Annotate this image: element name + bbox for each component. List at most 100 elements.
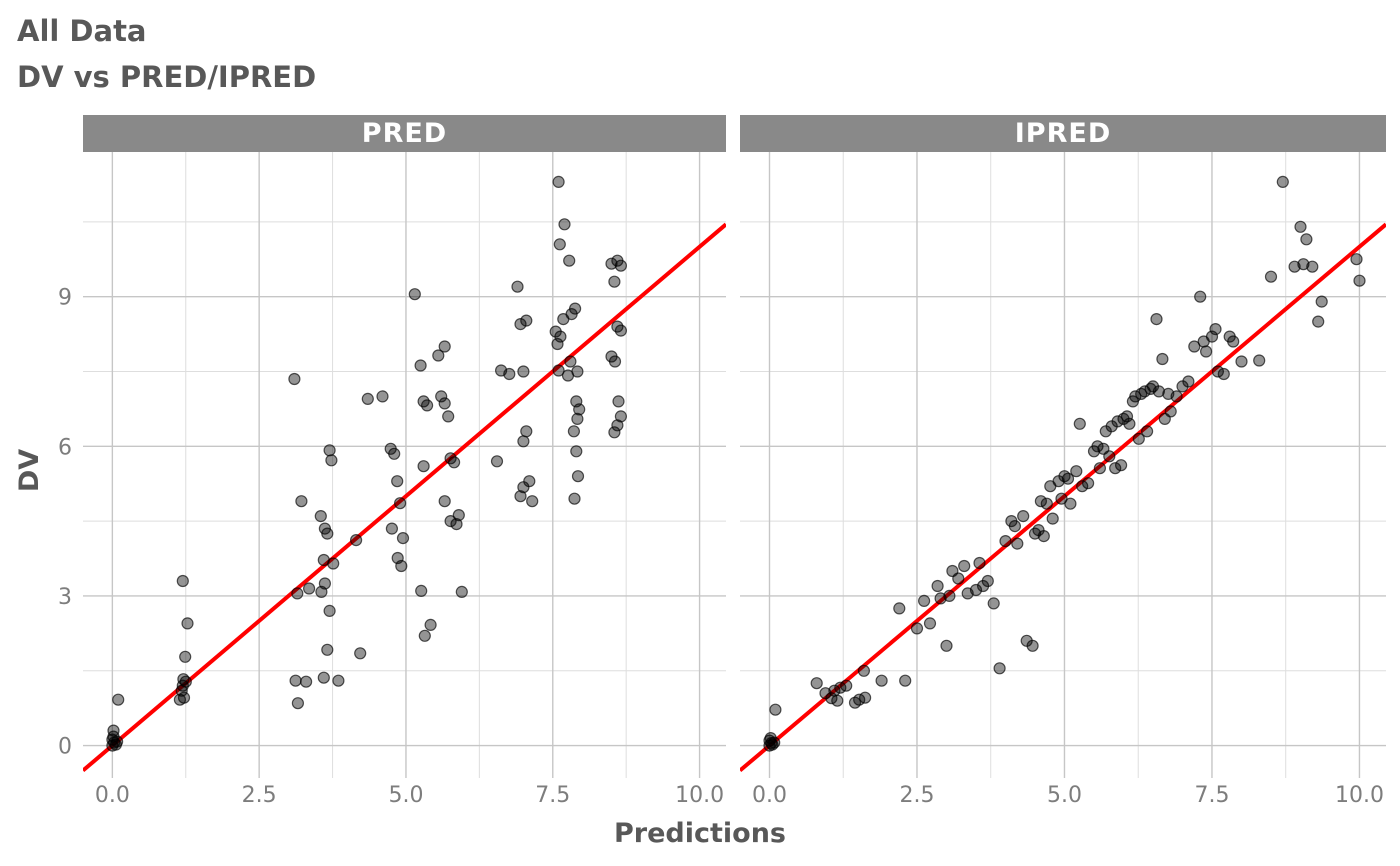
data-point <box>323 444 336 457</box>
data-point <box>561 369 575 382</box>
data-point <box>300 675 313 688</box>
data-point <box>424 618 437 632</box>
data-point <box>611 419 624 432</box>
data-point <box>614 324 628 337</box>
data-point <box>181 617 194 630</box>
data-point <box>395 559 408 573</box>
data-point <box>1026 639 1039 652</box>
data-point <box>289 674 302 687</box>
data-point <box>1064 497 1077 510</box>
data-point <box>1294 220 1307 233</box>
data-point <box>388 447 401 460</box>
data-point <box>1093 462 1107 475</box>
data-point <box>444 514 457 528</box>
data-point <box>526 495 539 508</box>
data-point <box>571 470 585 483</box>
data-point <box>517 435 530 448</box>
facet-strip-ipred: IPRED <box>740 115 1386 152</box>
data-point <box>857 664 871 677</box>
data-point <box>552 364 565 377</box>
data-point <box>435 390 448 403</box>
data-point <box>571 412 584 425</box>
data-point <box>332 674 345 687</box>
data-point <box>958 559 971 573</box>
data-point <box>1209 323 1222 336</box>
data-point <box>314 509 327 523</box>
data-point <box>1076 480 1089 493</box>
data-point <box>295 495 308 508</box>
y-tick-label: 9 <box>58 286 72 311</box>
data-point <box>520 425 533 438</box>
data-point <box>1103 450 1116 463</box>
data-point <box>564 355 577 368</box>
data-point <box>1008 519 1022 533</box>
data-point <box>1011 537 1024 550</box>
data-point <box>315 585 328 599</box>
data-point <box>1217 367 1230 381</box>
data-point <box>1297 258 1310 271</box>
data-point <box>1199 345 1213 358</box>
data-point <box>448 456 461 469</box>
data-point <box>1120 410 1134 423</box>
data-point <box>810 677 823 690</box>
data-point <box>417 460 430 473</box>
data-point <box>1211 365 1225 378</box>
data-point <box>769 703 782 716</box>
data-point <box>1188 340 1201 353</box>
data-point <box>325 454 338 467</box>
data-point <box>931 579 944 593</box>
data-point <box>1164 405 1177 418</box>
data-point <box>952 572 965 585</box>
data-point <box>923 617 937 630</box>
data-point <box>553 238 566 251</box>
data-point <box>514 318 527 331</box>
data-point <box>1132 432 1145 445</box>
data-point <box>999 534 1012 548</box>
data-point <box>563 254 576 267</box>
data-point <box>517 365 530 378</box>
data-point <box>514 490 527 503</box>
x-tick-label: 10.0 <box>675 783 724 808</box>
data-point <box>614 410 628 423</box>
data-point <box>1253 354 1266 367</box>
data-point <box>1037 529 1050 543</box>
data-point <box>899 674 912 687</box>
data-point <box>452 508 465 522</box>
facet-strip-label: PRED <box>361 118 448 149</box>
plot-title: All Data <box>17 14 147 48</box>
data-point <box>1034 495 1048 508</box>
data-point <box>394 497 407 510</box>
data-point <box>558 218 571 231</box>
data-point <box>1170 390 1183 403</box>
data-point <box>858 691 872 704</box>
data-point <box>350 533 363 547</box>
data-point <box>438 340 451 353</box>
y-tick-label: 3 <box>58 585 72 610</box>
data-point <box>176 574 189 588</box>
data-point <box>414 359 427 372</box>
data-point <box>177 691 191 704</box>
data-point <box>1156 352 1169 366</box>
data-point <box>1046 512 1059 525</box>
data-point <box>1111 415 1124 428</box>
data-point <box>910 622 924 635</box>
data-point <box>551 337 564 351</box>
data-point <box>1017 509 1030 523</box>
plot-subtitle: DV vs PRED/IPRED <box>17 60 317 94</box>
data-point <box>408 288 421 301</box>
data-point <box>573 403 586 416</box>
data-point <box>376 390 389 403</box>
data-point <box>1312 315 1325 328</box>
data-point <box>1061 472 1075 485</box>
data-point <box>552 175 565 188</box>
y-tick-label: 6 <box>58 435 72 460</box>
data-point <box>321 527 334 540</box>
data-point <box>421 399 434 412</box>
data-point <box>1350 253 1363 266</box>
data-point <box>1081 477 1095 490</box>
data-point <box>396 531 410 545</box>
x-tick-label: 7.5 <box>1194 783 1229 808</box>
data-point <box>385 522 398 535</box>
data-point <box>993 662 1006 675</box>
